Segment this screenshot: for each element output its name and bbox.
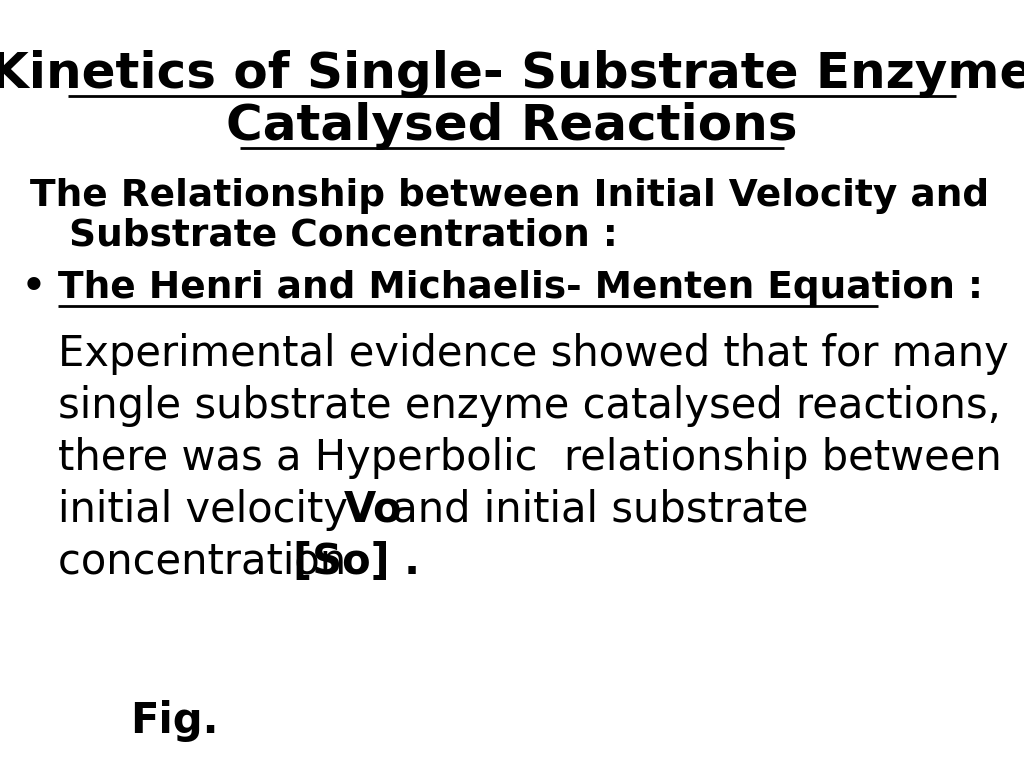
Text: Experimental evidence showed that for many: Experimental evidence showed that for ma… <box>58 333 1009 375</box>
Text: concentration: concentration <box>58 541 359 583</box>
Text: Substrate Concentration :: Substrate Concentration : <box>30 218 617 254</box>
Text: there was a Hyperbolic  relationship between: there was a Hyperbolic relationship betw… <box>58 437 1001 479</box>
Text: initial velocity: initial velocity <box>58 489 361 531</box>
Text: Catalysed Reactions: Catalysed Reactions <box>226 102 798 150</box>
Text: [So] .: [So] . <box>293 541 420 583</box>
Text: Fig.: Fig. <box>130 700 218 742</box>
Text: The Relationship between Initial Velocity and: The Relationship between Initial Velocit… <box>30 178 989 214</box>
Text: Vo: Vo <box>344 489 402 531</box>
Text: •: • <box>22 270 46 306</box>
Text: single substrate enzyme catalysed reactions,: single substrate enzyme catalysed reacti… <box>58 385 1000 427</box>
Text: and initial substrate: and initial substrate <box>379 489 808 531</box>
Text: The Henri and Michaelis- Menten Equation :: The Henri and Michaelis- Menten Equation… <box>58 270 983 306</box>
Text: Kinetics of Single- Substrate Enzyme: Kinetics of Single- Substrate Enzyme <box>0 50 1024 98</box>
